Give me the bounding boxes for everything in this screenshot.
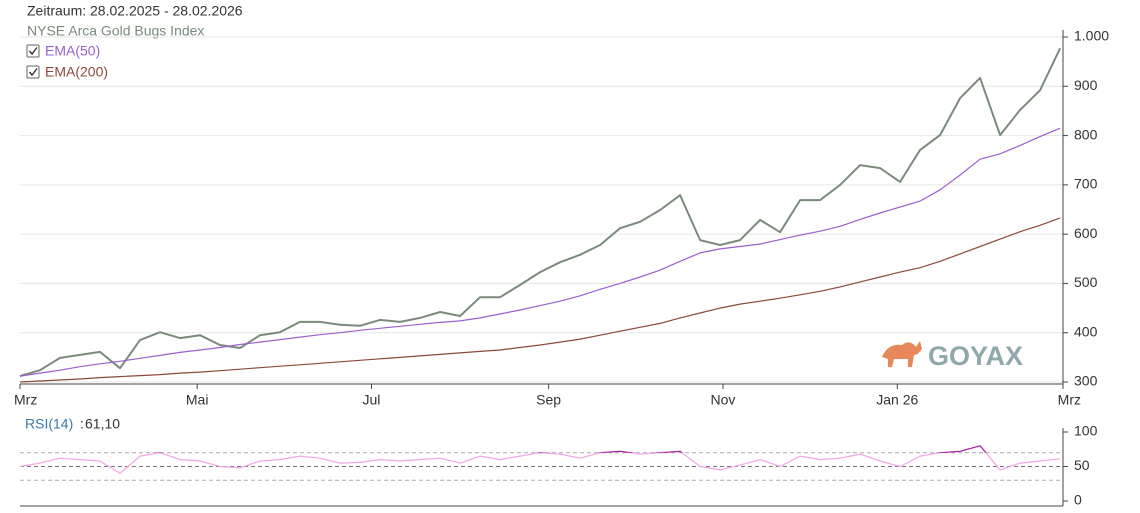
series-line-overbought [156, 445, 987, 453]
rsi-separator: : [80, 416, 84, 432]
y-tick-label: 50 [1074, 457, 1090, 473]
y-tick-label: 400 [1074, 323, 1098, 339]
y-tick-label: 700 [1074, 176, 1098, 192]
rsi-current: 61,10 [85, 416, 120, 432]
y-tick-label: 800 [1074, 126, 1098, 142]
legend-label: EMA(200) [45, 64, 108, 80]
x-tick-label: Mrz [14, 392, 37, 408]
y-tick-label: 100 [1074, 423, 1098, 439]
legend-label: EMA(50) [45, 43, 100, 59]
x-tick-label: Mai [186, 392, 209, 408]
x-tick-label: Jul [363, 392, 381, 408]
series-line [19, 127, 1061, 377]
x-tick-label: Nov [711, 392, 736, 408]
x-tick-label: Jan 26 [876, 392, 918, 408]
y-tick-label: 600 [1074, 225, 1098, 241]
y-tick-label: 1.000 [1074, 28, 1109, 44]
chart-title: Zeitraum: 28.02.2025 - 28.02.2026 [27, 3, 243, 19]
legend-label: NYSE Arca Gold Bugs Index [27, 23, 204, 39]
y-tick-label: 0 [1074, 492, 1082, 508]
series-line [19, 217, 1061, 383]
watermark: GOYAX [928, 341, 1023, 371]
y-tick-label: 900 [1074, 77, 1098, 93]
y-tick-label: 500 [1074, 274, 1098, 290]
logo-icon [882, 341, 922, 367]
legend-checkbox[interactable] [26, 65, 40, 79]
rsi-label: RSI(14) [25, 416, 73, 432]
x-tick-label: Sep [536, 392, 561, 408]
series-line [19, 47, 1062, 378]
y-tick-label: 300 [1074, 373, 1098, 389]
x-tick-label: Mrz [1058, 392, 1081, 408]
series-line [19, 445, 1061, 474]
legend-checkbox[interactable] [26, 44, 40, 58]
